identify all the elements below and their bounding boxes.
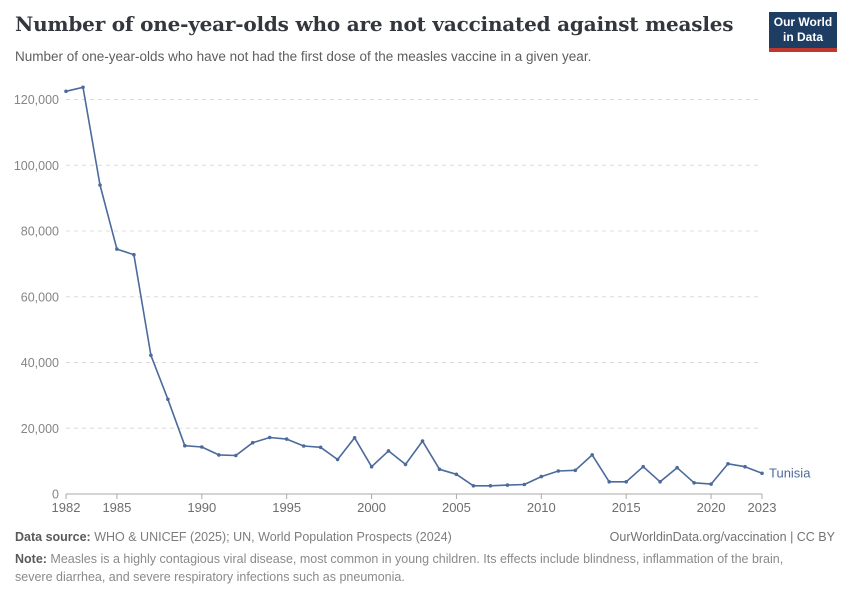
data-point[interactable] bbox=[267, 435, 272, 440]
data-point[interactable] bbox=[709, 482, 713, 486]
data-point[interactable] bbox=[115, 247, 119, 251]
data-point[interactable] bbox=[149, 353, 153, 358]
chart-note: Note: Measles is a highly contagious vir… bbox=[15, 550, 815, 586]
data-point[interactable] bbox=[318, 445, 323, 450]
data-point[interactable] bbox=[250, 440, 255, 445]
data-point[interactable] bbox=[369, 464, 374, 469]
x-tick-label: 2023 bbox=[748, 500, 777, 515]
data-point[interactable] bbox=[539, 474, 544, 479]
data-point[interactable] bbox=[658, 480, 662, 484]
x-tick-label: 1990 bbox=[187, 500, 216, 515]
chart-title: Number of one-year-olds who are not vacc… bbox=[15, 12, 734, 36]
data-point[interactable] bbox=[471, 484, 476, 488]
y-tick-label: 40,000 bbox=[21, 356, 59, 370]
data-point[interactable] bbox=[488, 484, 493, 488]
chart-canvas[interactable]: 0 20,000 40,000 60,000 80,000 100,000 120,000 1… bbox=[0, 0, 850, 525]
data-point[interactable] bbox=[692, 481, 696, 485]
data-point[interactable] bbox=[98, 183, 102, 187]
data-point[interactable] bbox=[234, 453, 238, 458]
owid-logo-line1: Our World bbox=[773, 15, 833, 30]
x-tick-label: 2000 bbox=[357, 500, 386, 515]
data-point[interactable] bbox=[505, 483, 510, 487]
data-source: Data source: WHO & UNICEF (2025); UN, Wo… bbox=[15, 530, 452, 544]
owid-logo-line2: in Data bbox=[782, 30, 823, 44]
data-point[interactable] bbox=[81, 85, 85, 90]
data-point[interactable] bbox=[217, 453, 221, 457]
data-point[interactable] bbox=[403, 462, 408, 467]
footer: Data source: WHO & UNICEF (2025); UN, Wo… bbox=[15, 530, 835, 544]
x-tick-label: 1985 bbox=[102, 500, 131, 515]
data-point[interactable] bbox=[132, 252, 136, 257]
x-tick-label: 2005 bbox=[442, 500, 471, 515]
data-point[interactable] bbox=[386, 449, 391, 453]
data-point[interactable] bbox=[573, 468, 578, 473]
y-tick-label: 120,000 bbox=[14, 93, 59, 107]
y-tick-label: 100,000 bbox=[14, 159, 59, 173]
y-tick-label: 0 bbox=[52, 488, 59, 502]
data-point[interactable] bbox=[437, 467, 442, 472]
chart-note-text: Measles is a highly contagious viral dis… bbox=[15, 552, 784, 584]
footer-link[interactable]: OurWorldinData.org/vaccination | CC BY bbox=[609, 530, 835, 544]
data-source-text: WHO & UNICEF (2025); UN, World Populatio… bbox=[90, 530, 452, 544]
y-tick-label: 60,000 bbox=[21, 290, 59, 304]
data-point[interactable] bbox=[675, 465, 679, 470]
data-point[interactable] bbox=[166, 397, 170, 402]
owid-logo[interactable]: Our World in Data bbox=[769, 12, 837, 52]
data-point[interactable] bbox=[335, 457, 340, 462]
chart-subtitle: Number of one-year-olds who have not had… bbox=[15, 49, 592, 64]
series-end-label: Tunisia bbox=[769, 465, 811, 480]
data-source-label: Data source: bbox=[15, 530, 91, 544]
x-tick-label: 2020 bbox=[697, 500, 726, 515]
y-tick-label: 20,000 bbox=[21, 422, 59, 436]
data-point[interactable] bbox=[590, 453, 594, 457]
x-tick-label: 1995 bbox=[272, 500, 301, 515]
data-point[interactable] bbox=[726, 462, 730, 466]
data-point[interactable] bbox=[200, 445, 204, 449]
data-point[interactable] bbox=[352, 436, 357, 440]
data-point[interactable] bbox=[607, 480, 611, 484]
x-tick-label: 1982 bbox=[52, 500, 81, 515]
series-line[interactable] bbox=[65, 86, 763, 487]
data-point[interactable] bbox=[743, 464, 747, 469]
data-point[interactable] bbox=[624, 480, 628, 484]
x-tick-label: 2015 bbox=[612, 500, 641, 515]
x-tick-label: 2010 bbox=[527, 500, 556, 515]
data-point[interactable] bbox=[556, 469, 561, 473]
data-point[interactable] bbox=[301, 444, 306, 448]
chart-note-label: Note: bbox=[15, 552, 47, 566]
y-tick-label: 80,000 bbox=[21, 225, 59, 239]
data-point[interactable] bbox=[760, 471, 764, 476]
data-point[interactable] bbox=[522, 482, 527, 487]
data-point[interactable] bbox=[420, 439, 425, 443]
data-point[interactable] bbox=[64, 89, 68, 94]
data-point[interactable] bbox=[183, 443, 187, 448]
data-point[interactable] bbox=[284, 437, 289, 441]
data-point[interactable] bbox=[454, 472, 459, 477]
data-point[interactable] bbox=[641, 464, 645, 469]
